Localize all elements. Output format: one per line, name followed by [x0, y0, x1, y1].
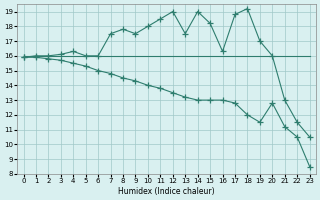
X-axis label: Humidex (Indice chaleur): Humidex (Indice chaleur)	[118, 187, 215, 196]
